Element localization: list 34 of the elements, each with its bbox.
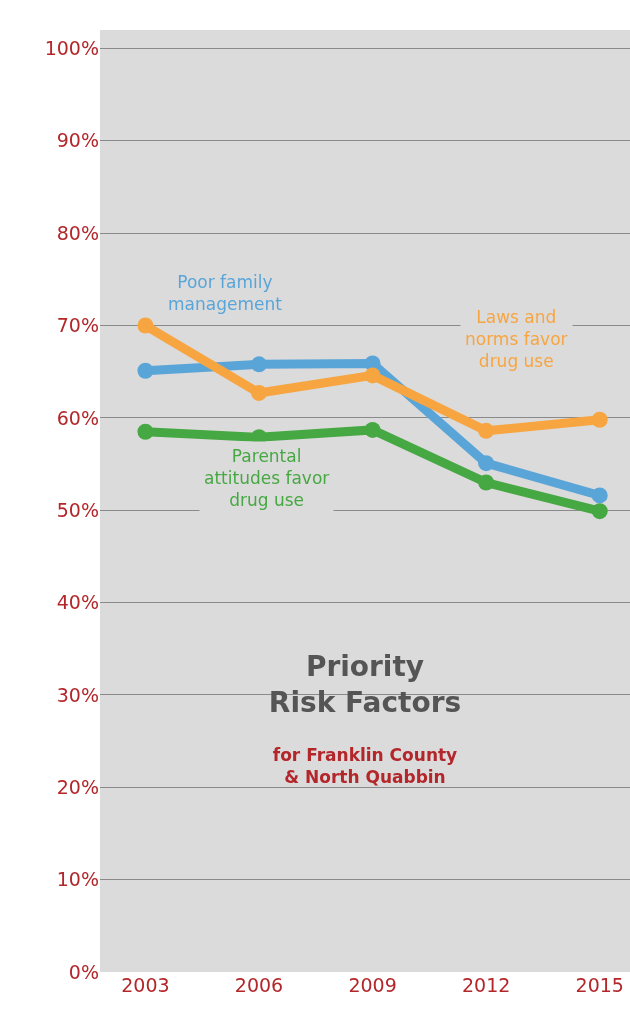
x-tick-label: 2012 (461, 974, 511, 996)
x-tick-label: 2015 (575, 974, 624, 996)
y-tick-label: 30% (56, 683, 99, 706)
y-tick-label: 20% (56, 775, 99, 798)
x-tick-label: 2006 (234, 974, 284, 996)
point (364, 367, 381, 384)
text: Poor family management (168, 272, 283, 315)
y-tick-label: 50% (56, 498, 99, 521)
point (478, 474, 495, 491)
point (251, 384, 267, 401)
y-tick-label: 100% (44, 37, 99, 60)
series-label: Parental attitudes favor drug use (204, 446, 330, 511)
text: Priority Risk Factors (268, 650, 462, 720)
point (591, 487, 608, 504)
point (591, 411, 608, 428)
y-tick-label: 70% (56, 314, 99, 337)
point (591, 503, 608, 520)
y-tick-label: 40% (56, 591, 99, 614)
y-tick-label: 60% (56, 406, 99, 429)
y-tick-label: 10% (56, 868, 99, 891)
y-tick-label: 0% (68, 960, 99, 983)
point (137, 423, 154, 440)
point (364, 421, 381, 438)
point (478, 422, 495, 439)
x-tick-label: 2009 (348, 974, 397, 996)
text: Laws and norms favor drug use (465, 307, 568, 372)
text: for Franklin County & North Quabbin (272, 745, 458, 788)
y-tick-label: 90% (56, 129, 99, 152)
point (137, 317, 154, 334)
point (137, 362, 154, 379)
x-tick-label: 2003 (121, 974, 170, 996)
y-tick-label: 80% (56, 221, 99, 244)
point (478, 455, 495, 472)
point (251, 356, 267, 373)
